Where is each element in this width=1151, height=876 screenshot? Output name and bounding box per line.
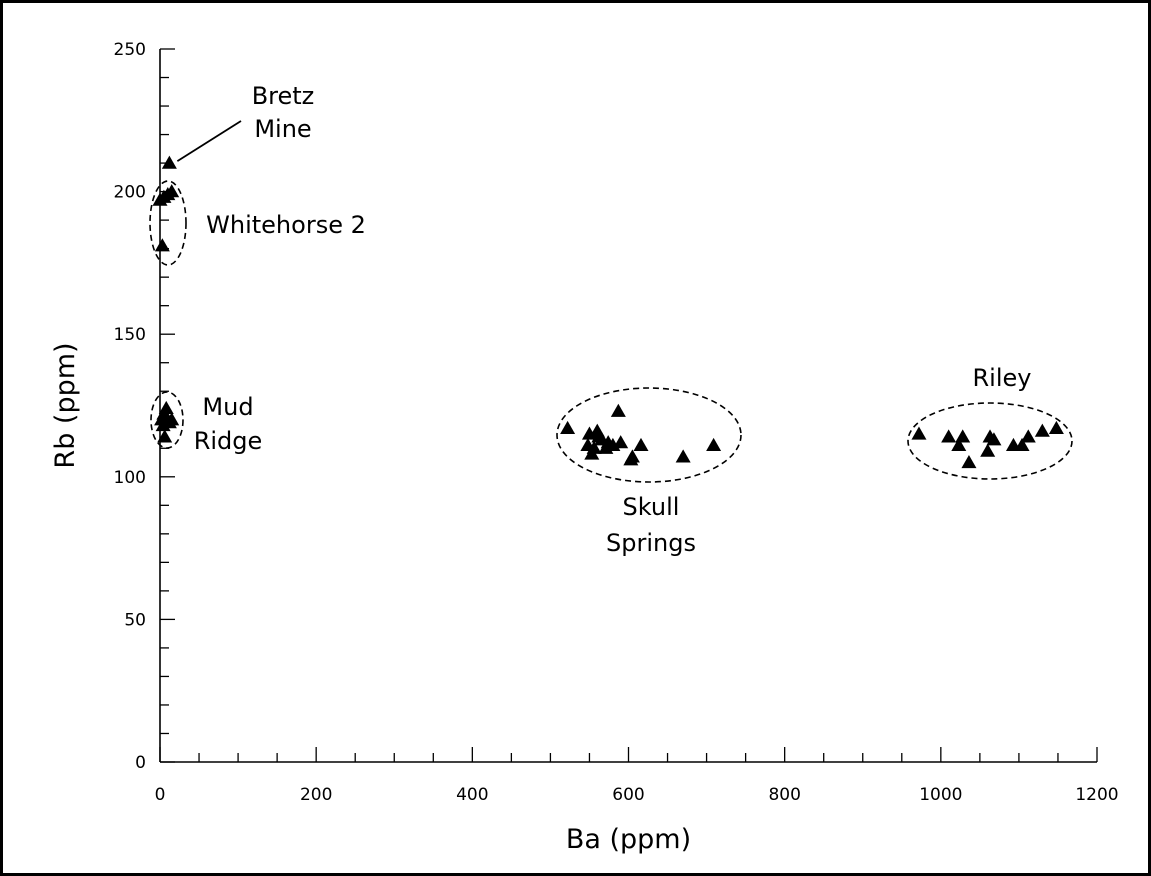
x-axis-title: Ba (ppm) xyxy=(566,824,691,855)
riley-point xyxy=(986,432,1002,446)
bretz-mine-label: Bretz xyxy=(252,82,315,110)
mud-ridge-ellipse xyxy=(150,391,184,449)
y-tick-label: 150 xyxy=(114,325,146,345)
x-axis-ticks: 0 200 400 600 800 1000 1200 xyxy=(155,747,1119,805)
riley-point xyxy=(961,455,977,469)
bretz-mine-pointer-line xyxy=(176,120,242,162)
y-tick-label: 100 xyxy=(114,468,146,488)
mud-ridge-label: Mud xyxy=(202,393,253,421)
riley-point xyxy=(1014,437,1030,452)
mud-ridge-point xyxy=(158,400,174,414)
riley-point xyxy=(955,429,971,443)
skull-springs-point xyxy=(610,403,626,417)
skull-springs-point xyxy=(624,449,640,463)
skull-springs-ellipse xyxy=(556,387,742,483)
riley-label: Riley xyxy=(973,364,1032,392)
mud-ridge-point xyxy=(157,429,173,443)
y-tick-label: 50 xyxy=(124,610,146,630)
skull-springs-point xyxy=(675,449,691,463)
y-axis-ticks: 0 50 100 150 200 250 xyxy=(114,40,175,773)
riley-point xyxy=(1048,420,1064,434)
x-tick-label: 1200 xyxy=(1075,785,1118,805)
x-tick-label: 800 xyxy=(768,785,800,805)
skull-springs-point xyxy=(613,435,629,449)
y-tick-label: 0 xyxy=(135,753,146,773)
x-tick-label: 1000 xyxy=(919,785,962,805)
whitehorse-2-ellipse xyxy=(149,180,187,266)
riley-point xyxy=(941,429,957,443)
riley-point xyxy=(951,437,967,452)
y-axis-title: Rb (ppm) xyxy=(50,342,81,468)
group-labels: Bretz Mine Whitehorse 2 Mud Ridge Skull Spring… xyxy=(194,82,1032,557)
riley-point xyxy=(911,426,927,440)
skull-springs-label: Skull xyxy=(623,493,680,521)
group-ellipses xyxy=(149,180,1073,483)
skull-springs-point xyxy=(706,437,722,452)
axes: 0 200 400 600 800 1000 1200 0 50 100 150 200 250 xyxy=(114,40,1119,805)
bretz-mine-point xyxy=(161,155,177,169)
mud-ridge-point xyxy=(164,412,180,426)
skull-springs-point xyxy=(633,437,649,452)
bretz-mine-label: Mine xyxy=(254,115,311,143)
data-points xyxy=(152,155,1064,469)
riley-point xyxy=(1034,423,1050,437)
riley-point xyxy=(1020,429,1036,443)
y-tick-label: 200 xyxy=(114,183,146,203)
x-tick-label: 0 xyxy=(155,785,166,805)
y-tick-label: 250 xyxy=(114,40,146,60)
whitehorse-2-point xyxy=(164,184,180,198)
x-tick-label: 400 xyxy=(456,785,488,805)
skull-springs-point xyxy=(560,420,576,434)
skull-springs-label: Springs xyxy=(606,529,696,557)
whitehorse-2-point xyxy=(154,238,170,252)
riley-ellipse xyxy=(907,402,1073,480)
riley-point xyxy=(980,443,996,457)
x-tick-label: 200 xyxy=(300,785,332,805)
skull-springs-point xyxy=(586,440,602,454)
mud-ridge-label: Ridge xyxy=(194,427,263,455)
whitehorse-2-label: Whitehorse 2 xyxy=(206,211,366,239)
x-tick-label: 600 xyxy=(612,785,644,805)
